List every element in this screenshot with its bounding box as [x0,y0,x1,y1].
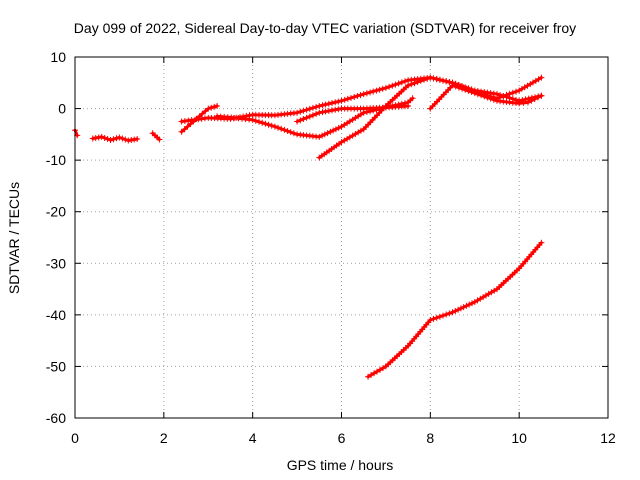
plot-frame [74,56,609,419]
series-arc-3 [149,130,163,143]
axis-ticks: 0 2 4 6 8 10 12 -60 -50 -40 -30 -20 -10 0 10 [46,49,616,446]
series-arc-2 [89,133,141,144]
x-tick-label: 10 [511,430,527,446]
y-axis-label: SDTVAR / TECUs [6,182,22,294]
series-markers [427,82,545,112]
series-markers [89,133,141,144]
x-tick-label: 8 [426,430,434,446]
series-markers [365,239,545,380]
series-trace [151,131,161,141]
x-tick-label: 6 [338,430,346,446]
series-markers [149,130,163,143]
y-tick-label: -30 [46,255,66,271]
series-arc-1 [72,127,81,139]
x-tick-label: 0 [71,430,79,446]
series-arc-9 [427,82,545,112]
y-tick-label: -20 [46,204,66,220]
y-tick-label: -60 [46,410,66,426]
series-arc-4 [178,103,221,135]
series-arc-7 [294,103,412,125]
y-tick-label: -50 [46,358,66,374]
y-tick-label: -40 [46,307,66,323]
x-tick-label: 2 [160,430,168,446]
y-tick-label: -10 [46,152,66,168]
chart-title: Day 099 of 2022, Sidereal Day-to-day VTE… [74,20,576,36]
x-axis-label: GPS time / hours [287,457,394,473]
x-tick-label: 12 [600,430,616,446]
y-tick-label: 0 [58,101,66,117]
series-arc-6 [214,95,416,140]
y-tick-label: 10 [50,49,66,65]
x-tick-label: 4 [249,430,257,446]
series-arc-10 [365,239,545,380]
data-series [72,74,545,380]
